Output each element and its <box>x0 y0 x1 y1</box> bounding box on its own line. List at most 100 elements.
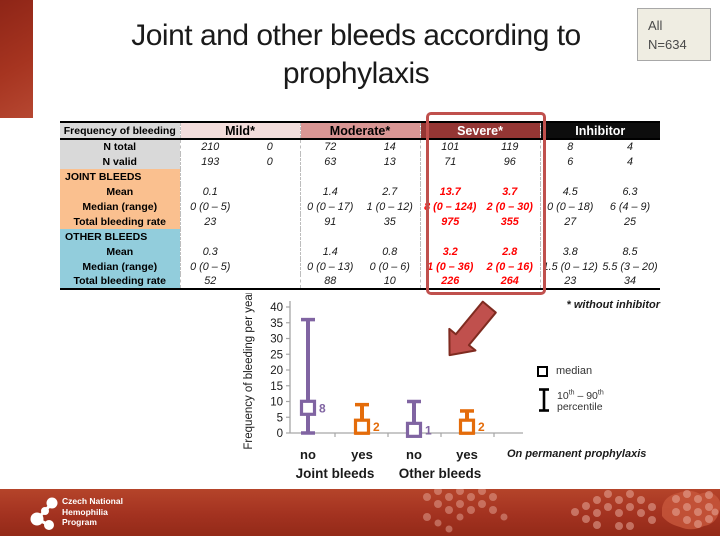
org-name-line3: Program <box>62 517 97 527</box>
table-cell: 193 <box>179 154 240 169</box>
table-cell: 4.5 <box>539 184 601 199</box>
table-cell: 0 (0 – 17) <box>299 199 361 214</box>
table-cell <box>360 229 421 244</box>
arrow-down-left-icon <box>448 300 497 357</box>
table-cell: 1.4 <box>299 184 361 199</box>
legend-median-row: median <box>537 365 604 377</box>
row-label: Total bleeding rate <box>60 214 180 229</box>
population-badge: All N=634 <box>637 8 711 61</box>
legend-percentile-line1: 10th – 90th <box>557 389 604 402</box>
median-square-icon <box>537 365 548 377</box>
table-cell: 0.8 <box>360 244 421 259</box>
svg-text:1: 1 <box>425 423 432 437</box>
table-cell: 0 (0 – 13) <box>299 259 361 274</box>
table-cell: 23 <box>179 214 240 229</box>
table-cell: 10 <box>360 274 421 289</box>
table-cell: 25 <box>600 214 661 229</box>
table-cell: 2 (0 – 30) <box>480 199 541 214</box>
without-inhibitor-note: * without inhibitor <box>566 299 660 311</box>
table-cell <box>299 169 361 184</box>
row-label: OTHER BLEEDS <box>60 229 180 244</box>
row-label: N valid <box>60 154 180 169</box>
table-cell: 3.8 <box>539 244 601 259</box>
table-cell: 5.5 (3 – 20) <box>600 259 661 274</box>
frequency-chart: 0 5 10 15 20 25 30 35 40 Frequency of bleeding pe… <box>240 290 540 485</box>
svg-text:no: no <box>406 447 422 462</box>
svg-text:25: 25 <box>270 349 283 361</box>
table-cell <box>240 184 301 199</box>
table-row: Mean 0.1 1.4 2.7 13.7 3.7 4.5 6.3 <box>60 184 661 199</box>
column-group-header: Mild* <box>179 122 301 140</box>
table-cell <box>299 229 361 244</box>
table-cell: 2.7 <box>360 184 421 199</box>
org-name-line1: Czech National <box>62 496 123 506</box>
table-cell <box>240 274 301 289</box>
accent-bar <box>0 0 33 118</box>
table-cell: 0 (0 – 6) <box>360 259 421 274</box>
table-cell: 355 <box>480 214 541 229</box>
table-cell: 8.5 <box>600 244 661 259</box>
column-group-header: Moderate* <box>299 122 421 140</box>
legend-median-label: median <box>556 365 593 377</box>
row-label: Median (range) <box>60 259 180 274</box>
table-cell <box>480 229 541 244</box>
table-cell: 71 <box>419 154 481 169</box>
table-cell: 63 <box>299 154 361 169</box>
table-cell <box>240 259 301 274</box>
table-cell: 1 (0 – 12) <box>360 199 421 214</box>
table-cell <box>360 169 421 184</box>
table-cell: 0 <box>240 139 301 154</box>
svg-text:8: 8 <box>319 401 326 415</box>
svg-text:35: 35 <box>270 318 283 330</box>
table-row: JOINT BLEEDS <box>60 169 661 184</box>
table-row: Median (range) 0 (0 – 5) 0 (0 – 17) 1 (0 – … <box>60 199 661 214</box>
svg-text:15: 15 <box>270 381 283 393</box>
table-cell <box>419 169 481 184</box>
table-cell: 96 <box>480 154 541 169</box>
table-cell <box>539 229 601 244</box>
footer-bar: Czech National Hemophilia Program <box>0 489 720 536</box>
table-cell: 3.7 <box>480 184 541 199</box>
table-cell: 975 <box>419 214 481 229</box>
table-cell <box>480 169 541 184</box>
table-cell: 6 (4 – 9) <box>600 199 661 214</box>
table-row: N total 210 0 72 14 101 119 8 4 <box>60 139 661 154</box>
table-row: Mean 0.3 1.4 0.8 3.2 2.8 3.8 8.5 <box>60 244 661 259</box>
table-cell: 2 (0 – 16) <box>480 259 541 274</box>
svg-text:5: 5 <box>277 412 283 424</box>
table-row: Total bleeding rate 23 91 35 975 355 27 25 <box>60 214 661 229</box>
bleeding-table-container: Frequency of bleeding Mild* Moderate* Sever… <box>60 121 661 290</box>
svg-text:no: no <box>300 447 316 462</box>
legend-percentile-line2: percentile <box>557 401 603 413</box>
table-cell: 1.4 <box>299 244 361 259</box>
table-cell: 3.2 <box>419 244 481 259</box>
prophylaxis-annotation: On permanent prophylaxis <box>507 448 647 460</box>
table-cell: 0 (0 – 18) <box>539 199 601 214</box>
table-cell <box>179 229 240 244</box>
legend-percentile-row: 10th – 90th percentile <box>537 387 604 414</box>
svg-text:yes: yes <box>456 447 478 462</box>
svg-text:2: 2 <box>478 420 485 434</box>
table-cell: 72 <box>299 139 361 154</box>
table-cell: 8 (0 – 124) <box>419 199 481 214</box>
row-label: Total bleeding rate <box>60 274 180 289</box>
table-cell: 210 <box>179 139 240 154</box>
svg-text:20: 20 <box>270 365 283 377</box>
table-cell: 35 <box>360 214 421 229</box>
frequency-chart-canvas: 0 5 10 15 20 25 30 35 40 Frequency of bleeding pe… <box>243 290 523 481</box>
table-cell <box>600 169 661 184</box>
table-row: OTHER BLEEDS <box>60 229 661 244</box>
column-group-header: Severe* <box>419 122 541 140</box>
svg-text:0: 0 <box>277 428 283 440</box>
table-cell: 1.5 (0 – 12) <box>539 259 601 274</box>
table-cell <box>240 169 301 184</box>
table-cell: 91 <box>299 214 361 229</box>
table-cell: 0 <box>240 154 301 169</box>
table-cell: 34 <box>600 274 661 289</box>
svg-text:Frequency of bleeding per year: Frequency of bleeding per year <box>243 293 255 450</box>
svg-text:40: 40 <box>270 302 283 314</box>
svg-text:Other bleeds: Other bleeds <box>399 466 482 481</box>
table-cell: 4 <box>600 154 661 169</box>
table-cell: 0 (0 – 5) <box>179 259 240 274</box>
table-cell: 4 <box>600 139 661 154</box>
